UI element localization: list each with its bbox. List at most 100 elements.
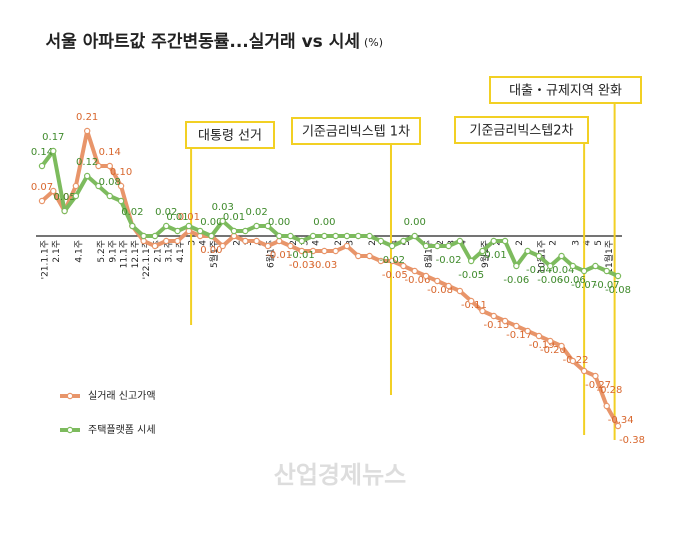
x-tick-label: 5 <box>594 240 604 246</box>
point <box>50 147 57 155</box>
point <box>275 232 283 240</box>
point <box>366 232 373 240</box>
point <box>129 222 136 230</box>
event-box <box>454 116 589 144</box>
data-label: 0.17 <box>42 132 64 143</box>
x-tick-label: 3 <box>187 240 197 246</box>
point <box>524 247 531 255</box>
point <box>388 242 396 250</box>
point <box>355 232 362 240</box>
event-box <box>185 121 275 149</box>
data-label: -0.06 <box>503 275 529 286</box>
x-tick-label: 3.1주 <box>164 240 175 263</box>
x-tick-label: 2.1주 <box>51 240 62 263</box>
point <box>287 232 294 240</box>
point <box>479 307 486 315</box>
point <box>83 172 91 180</box>
data-label: -0.01 <box>481 250 507 261</box>
point <box>400 237 407 245</box>
point <box>321 232 328 240</box>
data-label: -0.03 <box>289 260 315 271</box>
point <box>208 232 215 240</box>
legend-label: 실거래 신고가액 <box>88 390 156 402</box>
point <box>242 237 249 245</box>
data-label: 0.21 <box>76 112 98 123</box>
data-label: -0.07 <box>571 280 597 291</box>
point <box>174 237 181 245</box>
x-tick-label: 11.1주 <box>119 240 130 268</box>
point <box>569 357 577 365</box>
event-label: 대출・규제지역 완화 <box>509 84 622 99</box>
data-label: 0.05 <box>53 192 75 203</box>
data-label: 0.01 <box>178 212 200 223</box>
point <box>163 237 170 245</box>
point <box>400 262 407 270</box>
point <box>163 222 170 230</box>
point <box>445 282 452 290</box>
point <box>614 272 622 280</box>
point <box>343 232 351 240</box>
x-tick-label: 3 <box>571 240 581 246</box>
point <box>513 322 520 330</box>
point <box>467 297 475 305</box>
x-tick-label: 9.1주 <box>107 240 118 263</box>
point <box>434 277 441 285</box>
point <box>377 237 385 245</box>
point <box>524 327 531 335</box>
x-tick-label: 11월1주 <box>603 240 615 274</box>
point <box>151 232 159 240</box>
x-tick-label: 4 <box>312 240 322 246</box>
x-tick-label: '22.1.1주 <box>141 240 152 279</box>
point <box>614 422 622 430</box>
point <box>569 262 577 270</box>
point <box>185 222 193 230</box>
data-label: -0.02 <box>379 255 405 266</box>
x-tick-label: 3 <box>345 240 355 246</box>
data-label: -0.38 <box>619 435 645 446</box>
point <box>83 127 91 135</box>
data-label: 0.01 <box>166 212 188 223</box>
x-tick-label: 5.2주 <box>96 240 107 263</box>
data-label: -0.03 <box>311 260 337 271</box>
point <box>343 242 351 250</box>
point <box>117 197 125 205</box>
x-tick-label: 4.1주 <box>73 240 84 263</box>
event-box <box>291 117 421 145</box>
point <box>479 247 486 255</box>
point <box>309 247 317 255</box>
point <box>298 247 305 255</box>
data-label: 0.14 <box>99 147 121 158</box>
point <box>434 242 441 250</box>
data-label: 0.02 <box>155 207 177 218</box>
event-box <box>489 76 642 104</box>
event-label: 기준금리빅스텝 1차 <box>302 125 410 140</box>
data-label: 0.10 <box>110 167 132 178</box>
point <box>411 232 418 240</box>
point <box>558 342 565 350</box>
point <box>603 402 610 410</box>
point <box>72 192 80 200</box>
point <box>264 242 272 250</box>
data-label: -0.27 <box>585 380 611 391</box>
point <box>547 262 554 270</box>
point <box>196 227 204 235</box>
point <box>106 192 113 200</box>
point <box>445 242 452 250</box>
event-label: 기준금리빅스텝2차 <box>470 124 574 139</box>
x-tick-label: 12.1주 <box>130 240 141 268</box>
point <box>501 237 509 245</box>
data-label: -0.01 <box>289 250 315 261</box>
data-label: 0.07 <box>31 182 53 193</box>
data-label: -0.06 <box>560 275 586 286</box>
x-tick-label: 4 <box>583 240 593 246</box>
point <box>140 232 147 240</box>
point <box>513 262 520 270</box>
data-label: -0.06 <box>404 275 430 286</box>
point <box>535 252 543 260</box>
data-label: -0.08 <box>427 285 453 296</box>
point <box>332 247 339 255</box>
point <box>490 312 497 320</box>
x-tick-label: 3 <box>300 240 310 246</box>
data-label: -0.04 <box>549 265 575 276</box>
